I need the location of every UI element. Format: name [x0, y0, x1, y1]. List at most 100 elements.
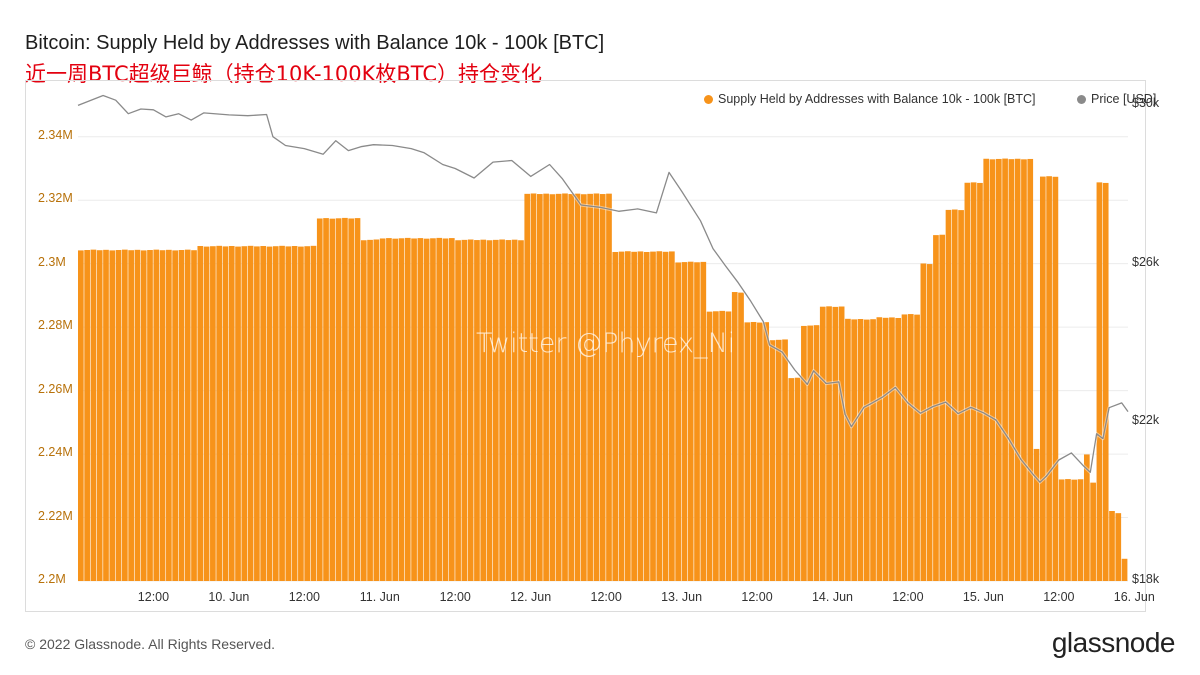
supply-bar: [84, 250, 90, 581]
supply-bar: [1090, 482, 1096, 581]
y-left-tick-label: 2.28M: [38, 318, 73, 333]
chart-subtitle-annotation: 近一周BTC超级巨鲸（持仓10K-100K枚BTC）持仓变化: [25, 62, 543, 86]
y-left-tick-label: 2.34M: [38, 127, 73, 142]
supply-bar: [851, 319, 858, 581]
supply-bar: [895, 317, 902, 581]
supply-bar: [549, 194, 556, 582]
supply-bar: [197, 246, 204, 581]
supply-bar: [379, 238, 386, 581]
legend-item-supply[interactable]: Supply Held by Addresses with Balance 10…: [704, 92, 1036, 106]
supply-bar: [1121, 558, 1128, 581]
supply-bar: [970, 182, 977, 581]
supply-bar: [889, 317, 895, 581]
supply-bar: [159, 250, 166, 581]
supply-bar: [228, 246, 235, 581]
supply-bar: [1021, 159, 1027, 581]
supply-bar: [907, 314, 914, 581]
supply-bar: [863, 319, 870, 581]
supply-bar: [1002, 158, 1008, 581]
supply-bar: [1102, 182, 1109, 581]
x-tick-label: 12:00: [590, 590, 622, 604]
supply-bar: [386, 238, 392, 581]
supply-bar: [480, 239, 487, 581]
supply-bar: [392, 238, 399, 581]
supply-bar: [316, 218, 323, 582]
supply-bar: [857, 319, 864, 581]
supply-bar: [964, 182, 971, 581]
supply-bar: [524, 193, 531, 581]
supply-bar: [134, 249, 141, 581]
supply-bar: [310, 245, 317, 581]
supply-bar: [876, 317, 883, 581]
supply-bar: [492, 239, 499, 581]
supply-bar: [373, 239, 380, 582]
supply-bar: [367, 239, 373, 581]
supply-bar: [1065, 479, 1071, 581]
chart-frame: [25, 80, 1146, 612]
supply-bar: [637, 251, 644, 582]
glassnode-logo: glassnode: [1051, 627, 1176, 658]
y-left-tick-label: 2.24M: [38, 445, 73, 460]
supply-bar: [574, 193, 581, 581]
supply-bar: [801, 325, 807, 581]
supply-bar: [505, 240, 512, 581]
supply-bar: [1083, 454, 1090, 581]
x-tick-label: 15. Jun: [962, 590, 1004, 604]
supply-bar: [348, 218, 355, 582]
supply-bar: [398, 238, 405, 581]
supply-bar: [989, 159, 996, 581]
supply-bar: [530, 193, 537, 581]
supply-bar: [247, 245, 254, 581]
supply-bar: [153, 249, 160, 581]
supply-bar: [272, 246, 279, 581]
supply-bar: [178, 250, 185, 581]
supply-bar: [782, 339, 788, 581]
y-left-tick-label: 2.32M: [38, 191, 73, 206]
supply-bar: [329, 218, 336, 582]
footer-copyright: © 2022 Glassnode. All Rights Reserved.: [25, 636, 276, 652]
chart-title: Bitcoin: Supply Held by Addresses with B…: [25, 32, 605, 54]
watermark: Twitter @Phyrex_Ni: [476, 328, 736, 359]
supply-bar: [819, 306, 826, 581]
supply-bar: [474, 240, 480, 581]
supply-bar: [555, 193, 562, 581]
supply-bar: [147, 250, 153, 581]
supply-bar: [562, 193, 568, 581]
x-tick-label: 10. Jun: [208, 590, 250, 604]
supply-bar: [920, 263, 927, 581]
supply-bar: [725, 311, 732, 581]
supply-bar: [140, 250, 147, 581]
supply-bar: [700, 261, 707, 581]
supply-bar: [731, 292, 738, 581]
legend-item-price[interactable]: Price [USD]: [1077, 92, 1156, 106]
supply-bar: [335, 218, 342, 582]
y-right-tick-label: $18k: [1132, 572, 1160, 586]
supply-bar: [958, 210, 964, 581]
supply-bar: [1033, 448, 1040, 581]
supply-bar: [643, 251, 650, 582]
supply-bar: [775, 339, 782, 581]
supply-bar: [430, 238, 436, 581]
supply-bar: [354, 218, 361, 581]
supply-bar: [687, 261, 694, 581]
supply-bar: [826, 306, 832, 581]
supply-bar: [1052, 176, 1059, 581]
supply-bar: [342, 217, 348, 581]
legend-label-supply: Supply Held by Addresses with Balance 10…: [718, 92, 1036, 106]
supply-bar: [216, 245, 223, 581]
supply-bar: [870, 319, 876, 581]
supply-bar: [78, 250, 84, 581]
supply-bar: [631, 251, 637, 582]
supply-bar: [612, 251, 619, 582]
x-tick-label: 12:00: [892, 590, 924, 604]
supply-bar: [694, 262, 700, 581]
supply-bar: [813, 325, 820, 581]
y-right-tick-label: $30k: [1132, 96, 1160, 110]
supply-bar: [467, 239, 474, 582]
x-tick-label: 12:00: [1043, 590, 1075, 604]
supply-bar: [360, 240, 367, 581]
supply-bar: [838, 306, 845, 581]
supply-bar: [662, 251, 669, 582]
supply-bar: [222, 246, 229, 581]
supply-bar: [625, 251, 631, 582]
